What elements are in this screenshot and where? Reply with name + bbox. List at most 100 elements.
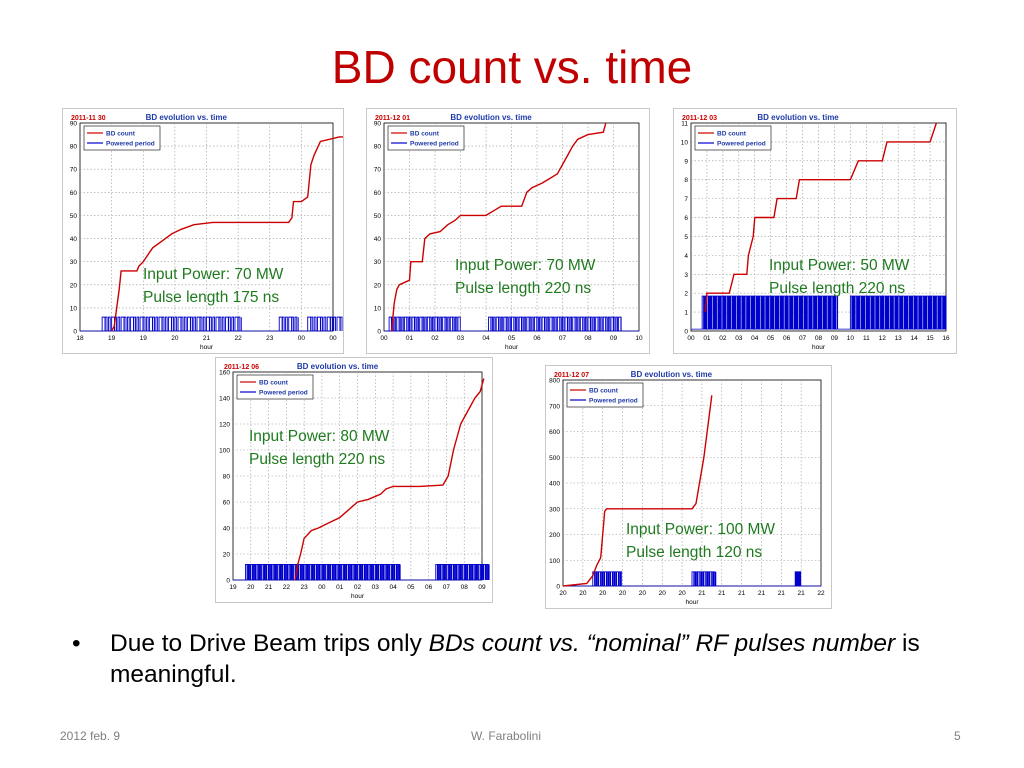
y-tick-label: 70 (70, 167, 78, 174)
x-axis-label: hour (685, 599, 699, 606)
x-tick-label: 22 (235, 335, 243, 342)
powered-interval (794, 571, 802, 586)
annotation-power: Input Power: 70 MW (455, 257, 596, 274)
bullet-text-italic: BDs count vs. “nominal” RF pulses number (428, 630, 896, 657)
annotation-pulse: Pulse length 220 ns (249, 451, 386, 468)
y-tick-label: 10 (681, 139, 689, 146)
x-tick-label: 00 (318, 584, 326, 591)
bullet-text-part: is meaningful. (110, 630, 920, 688)
series-bd-count (294, 378, 485, 581)
legend-label-powered-period: Powered period (589, 398, 638, 405)
y-tick-label: 800 (549, 378, 560, 385)
chart-annotation-1: Input Power: 70 MW Pulse length 175 ns (143, 263, 283, 309)
plot-area (383, 122, 640, 332)
x-tick-label: 21 (798, 590, 806, 597)
y-tick-label: 10 (70, 305, 78, 312)
plot-area (232, 371, 483, 581)
y-tick-label: 6 (684, 215, 688, 222)
chart-date-label: 2011-12 07 (554, 372, 589, 379)
bd-chart-4: 2011-12 06 BD evolution vs. time 0 20 40 60 80… (215, 357, 493, 603)
y-tick-label: 11 (681, 121, 688, 128)
annotation-pulse: Pulse length 120 ns (626, 544, 763, 561)
slide-title: BD count vs. time (331, 41, 693, 93)
powered-interval (691, 571, 717, 586)
y-tick-label: 160 (219, 370, 230, 377)
x-tick-label: 02 (431, 335, 439, 342)
annotation-pulse: Pulse length 220 ns (769, 280, 906, 297)
y-tick-label: 80 (70, 144, 78, 151)
y-tick-label: 50 (374, 213, 382, 220)
legend-box (694, 125, 772, 151)
x-tick-label: 21 (758, 590, 766, 597)
chart-annotation-3: Input Power: 50 MW Pulse length 220 ns (769, 254, 909, 300)
x-tick-label: 09 (478, 584, 486, 591)
y-tick-label: 0 (377, 329, 381, 336)
x-tick-label: 01 (703, 335, 711, 342)
y-tick-label: 60 (223, 500, 231, 507)
x-tick-label: 21 (203, 335, 211, 342)
x-tick-label: 09 (831, 335, 839, 342)
y-tick-label: 100 (219, 448, 230, 455)
y-tick-label: 300 (549, 506, 560, 513)
x-tick-label: 21 (778, 590, 786, 597)
y-tick-label: 60 (70, 190, 78, 197)
x-tick-label: 10 (635, 335, 643, 342)
annotation-power: Input Power: 80 MW (249, 428, 390, 445)
x-tick-label: 14 (911, 335, 919, 342)
x-tick-label: 06 (533, 335, 541, 342)
x-tick-label: 19 (140, 335, 148, 342)
x-tick-label: 23 (301, 584, 309, 591)
x-tick-label: 00 (687, 335, 695, 342)
powered-interval (101, 316, 242, 331)
y-tick-label: 40 (374, 236, 382, 243)
x-tick-label: 07 (443, 584, 451, 591)
x-tick-label: 03 (735, 335, 743, 342)
chart-date-label: 2011-12 03 (682, 115, 717, 122)
series-powered-period (80, 316, 343, 332)
y-tick-label: 80 (374, 144, 382, 151)
bd-chart-2: 2011-12 01 BD evolution vs. time 0 10 20 30 40… (366, 108, 650, 354)
chart-annotation-4: Input Power: 80 MW Pulse length 220 ns (249, 425, 389, 471)
bd-chart-1: 2011-11 30 BD evolution vs. time 0 10 20 30 40… (62, 108, 344, 354)
chart-date-label: 2011-12 01 (375, 115, 410, 122)
x-tick-label: 05 (767, 335, 775, 342)
y-tick-label: 90 (374, 121, 382, 128)
x-tick-label: 11 (863, 335, 870, 342)
y-tick-label: 3 (684, 272, 688, 279)
x-axis-label: hour (812, 344, 826, 351)
footer-date: 2012 feb. 9 (60, 729, 121, 743)
chart-annotation-5: Input Power: 100 MW Pulse length 120 ns (626, 518, 775, 564)
powered-interval (849, 295, 947, 330)
x-tick-label: 18 (76, 335, 84, 342)
x-tick-label: 01 (336, 584, 344, 591)
bullet-text-part: Due to Drive Beam trips only (110, 630, 429, 657)
y-tick-label: 1 (684, 310, 688, 317)
x-axis-label: hour (200, 344, 214, 351)
y-tick-label: 20 (70, 282, 78, 289)
bullet-text: Due to Drive Beam trips only BDs count v… (110, 628, 970, 690)
y-tick-label: 0 (684, 329, 688, 336)
bd-chart-svg: 2011-11 30 BD evolution vs. time 0 10 20 30 40… (70, 113, 343, 351)
x-tick-label: 22 (817, 590, 825, 597)
chart-title: BD evolution vs. time (297, 362, 379, 371)
y-tick-label: 100 (549, 558, 560, 565)
powered-interval (388, 316, 461, 331)
y-tick-label: 20 (374, 282, 382, 289)
y-tick-label: 90 (70, 121, 78, 128)
x-tick-label: 08 (461, 584, 469, 591)
y-tick-label: 200 (549, 532, 560, 539)
legend-label-bd-count: BD count (589, 388, 619, 395)
series-powered-period (691, 295, 947, 330)
x-tick-label: 22 (283, 584, 291, 591)
y-tick-label: 0 (556, 584, 560, 591)
x-tick-label: 03 (372, 584, 380, 591)
x-tick-label: 20 (599, 590, 607, 597)
legend-label-bd-count: BD count (410, 131, 440, 138)
series-bd-count (704, 122, 938, 313)
bd-chart-svg: 2011-12 03 BD evolution vs. time012345678… (681, 113, 950, 351)
legend-box (83, 125, 161, 151)
footer-author: W. Farabolini (471, 729, 542, 743)
x-tick-label: 20 (171, 335, 179, 342)
powered-interval (435, 563, 490, 580)
y-tick-label: 2 (684, 291, 688, 298)
